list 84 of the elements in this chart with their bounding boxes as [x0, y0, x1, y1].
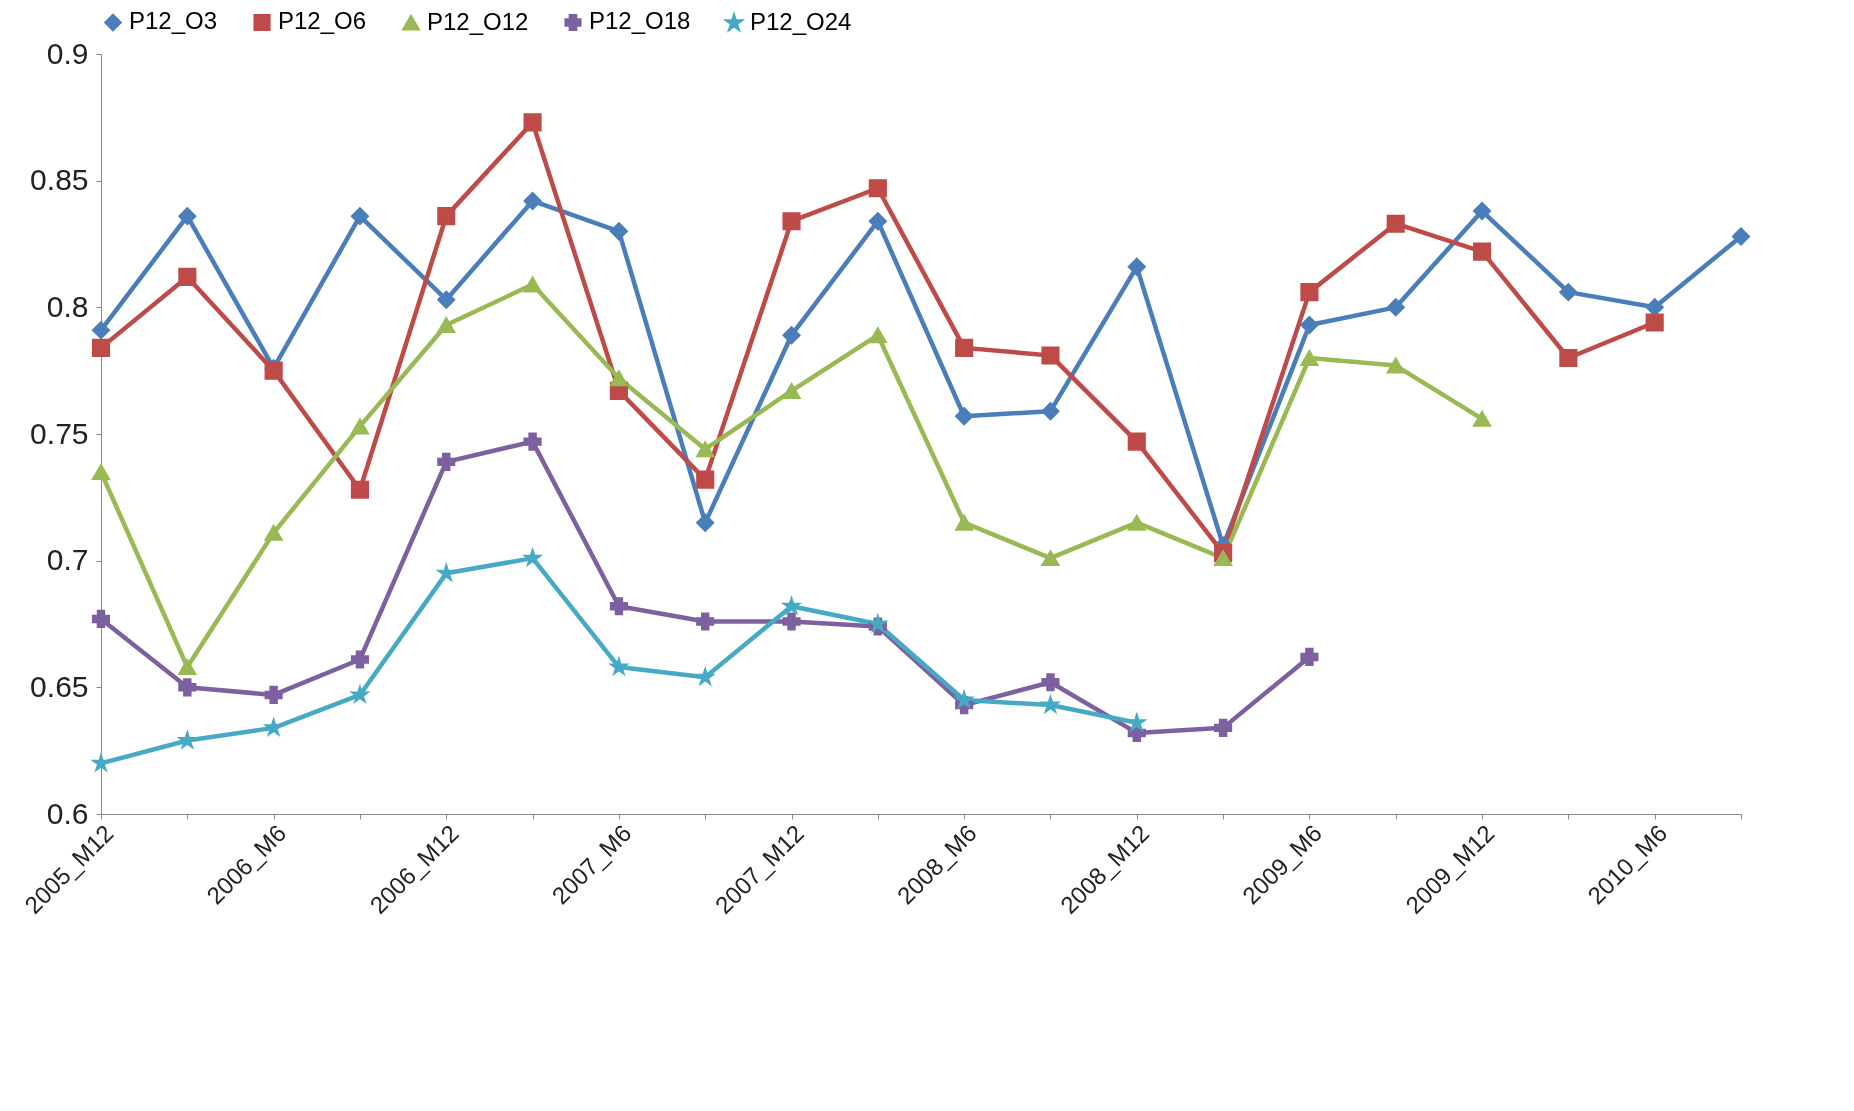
point — [350, 207, 370, 226]
point — [91, 338, 111, 357]
point — [178, 678, 197, 697]
point — [1127, 514, 1146, 531]
point — [1041, 346, 1060, 365]
point — [1127, 257, 1146, 276]
point — [955, 690, 973, 708]
point — [696, 441, 715, 458]
point — [610, 658, 628, 675]
point — [1559, 283, 1578, 302]
point — [92, 754, 110, 771]
point — [782, 382, 801, 399]
legend-label: P12_O6 — [278, 7, 367, 35]
point — [609, 222, 628, 241]
point — [437, 317, 456, 334]
point — [1127, 432, 1146, 451]
point — [523, 549, 542, 566]
point — [91, 464, 111, 480]
point — [868, 327, 887, 344]
point — [868, 179, 887, 198]
point — [91, 321, 111, 340]
point — [696, 470, 715, 489]
point — [264, 524, 283, 541]
point — [1472, 242, 1492, 261]
point — [437, 290, 456, 309]
point — [696, 513, 715, 532]
point — [1731, 227, 1751, 246]
point — [178, 659, 197, 676]
point — [176, 729, 196, 750]
point — [1472, 410, 1492, 427]
y-tick-label: 0.85 — [30, 163, 89, 197]
y-tick-label: 0.8 — [46, 289, 89, 323]
point — [1041, 673, 1060, 692]
point — [1559, 348, 1578, 368]
point — [869, 614, 887, 632]
point — [1645, 313, 1664, 332]
legend-label: P12_O12 — [427, 7, 529, 35]
legend-label: P12_O3 — [129, 7, 218, 35]
point — [523, 276, 542, 293]
point — [178, 267, 197, 286]
point — [1214, 718, 1233, 737]
point — [1300, 647, 1319, 666]
point — [1128, 711, 1148, 732]
point — [609, 370, 628, 387]
point — [350, 480, 370, 499]
point — [955, 407, 974, 426]
point — [782, 326, 801, 345]
point — [523, 113, 542, 132]
point — [1214, 550, 1233, 567]
point — [868, 212, 887, 231]
point — [178, 207, 197, 226]
point — [437, 452, 456, 471]
point — [1386, 214, 1405, 233]
y-tick-label: 0.75 — [30, 416, 89, 450]
point — [350, 650, 370, 669]
point — [350, 418, 370, 435]
point — [523, 432, 542, 451]
point — [696, 612, 715, 631]
point — [1386, 298, 1405, 317]
point — [955, 514, 974, 531]
point — [1300, 316, 1319, 335]
point — [609, 597, 628, 616]
point — [1300, 283, 1319, 302]
point — [782, 212, 801, 231]
point — [955, 338, 974, 357]
point — [1041, 696, 1060, 713]
y-tick-label: 0.65 — [30, 669, 89, 703]
point — [782, 612, 801, 631]
point — [523, 191, 542, 210]
legend-label: P12_O18 — [589, 7, 691, 35]
point — [1386, 357, 1405, 374]
legend-label: P12_O24 — [750, 8, 852, 35]
point — [437, 207, 456, 226]
point — [782, 597, 801, 614]
y-tick-label: 0.6 — [46, 796, 89, 830]
point — [264, 685, 283, 704]
point — [1041, 402, 1060, 421]
point — [91, 609, 111, 628]
point — [1472, 202, 1492, 221]
point — [263, 716, 283, 737]
point — [1041, 550, 1060, 567]
point — [1300, 350, 1319, 366]
y-tick-label: 0.7 — [46, 543, 89, 577]
y-tick-label: 0.9 — [46, 36, 89, 70]
